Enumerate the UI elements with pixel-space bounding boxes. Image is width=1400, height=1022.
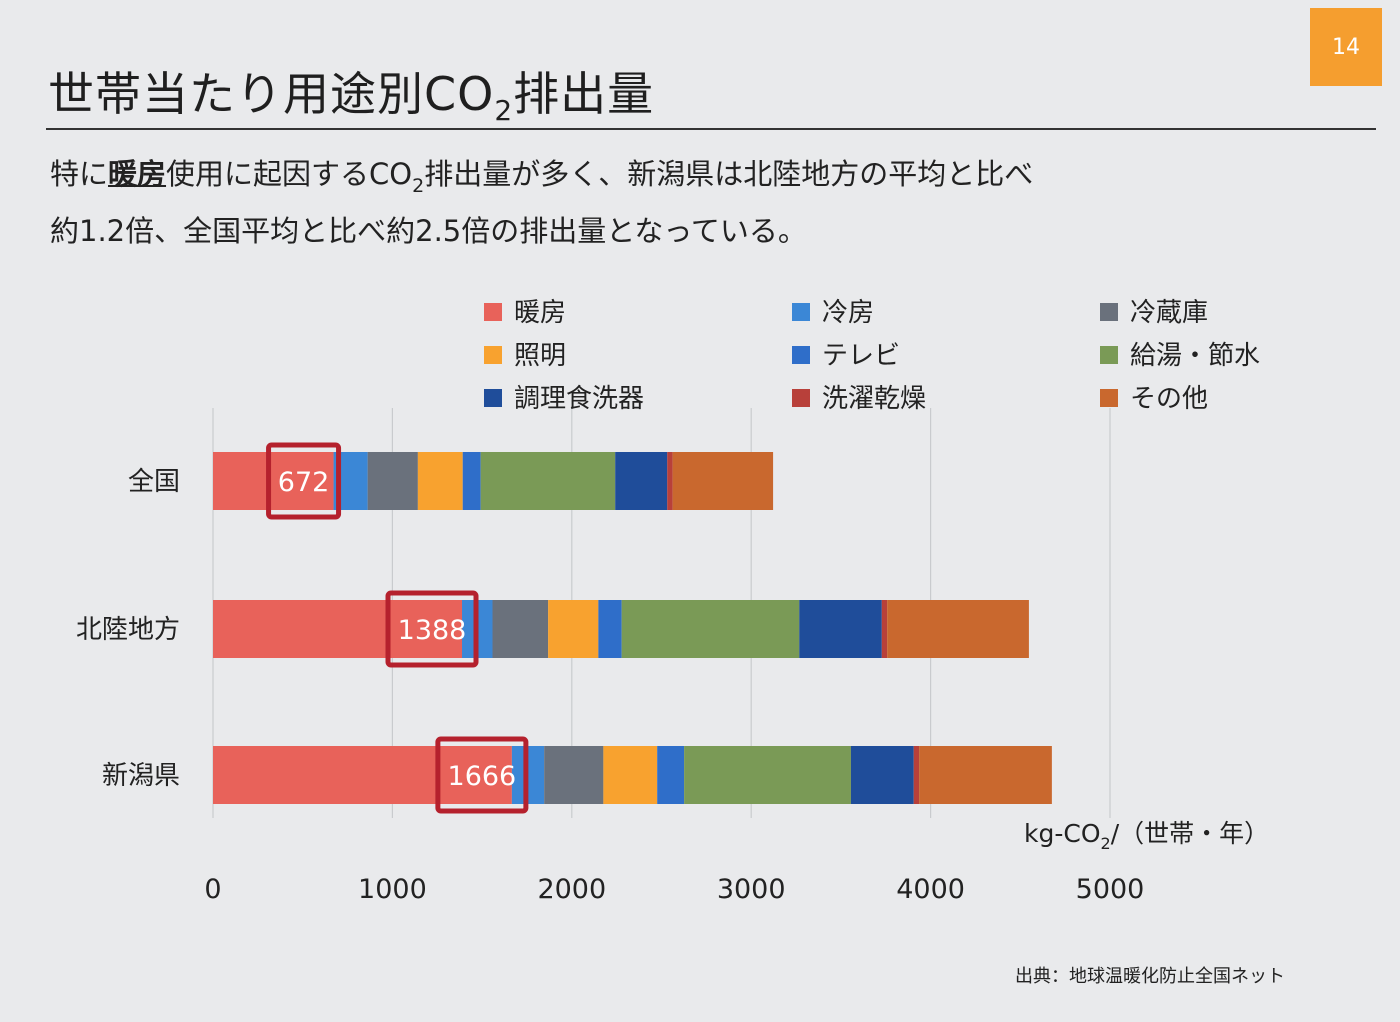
- bar-segment-2-6: [850, 746, 914, 804]
- x-tick-label-1: 1000: [358, 874, 427, 905]
- highlight-box-2: [435, 736, 529, 814]
- bar-segment-1-4: [598, 600, 622, 658]
- bar-segment-0-5: [480, 452, 616, 510]
- x-tick-label-5: 5000: [1076, 874, 1145, 905]
- bar-segment-1-8: [887, 600, 1029, 658]
- bar-segment-2-5: [684, 746, 851, 804]
- bar-segment-1-2: [492, 600, 549, 658]
- x-tick-label-0: 0: [204, 874, 221, 905]
- slide-title: 世帯当たり用途別CO2排出量: [48, 58, 654, 127]
- bar-segment-0-4: [462, 452, 481, 510]
- x-tick-label-3: 3000: [717, 874, 786, 905]
- bar-segment-2-2: [544, 746, 604, 804]
- description-line1-rest: 排出量が多く、新潟県は北陸地方の平均と比べ: [424, 157, 1034, 191]
- description-line-2: 約1.2倍、全国平均と比べ約2.5倍の排出量となっている。: [50, 214, 807, 248]
- category-label-1: 北陸地方: [76, 615, 180, 645]
- legend-swatch-0-0: [484, 303, 502, 321]
- bar-segment-2-3: [603, 746, 658, 804]
- legend-swatch-1-2: [1100, 346, 1118, 364]
- highlight-box-1: [385, 590, 479, 668]
- description-text: 特に暖房使用に起因するCO2排出量が多く、新潟県は北陸地方の平均と比べ 約1.2…: [50, 152, 1300, 254]
- heating-value-label-1: 1388: [398, 615, 467, 646]
- category-label-0: 全国: [128, 467, 180, 497]
- slide-title-main: 世帯当たり用途別CO: [48, 67, 495, 121]
- description-line-1: 特に暖房使用に起因するCO2排出量が多く、新潟県は北陸地方の平均と比べ: [50, 152, 1300, 209]
- bar-segment-0-2: [367, 452, 418, 510]
- x-axis-unit: kg-CO2/（世帯・年）: [1024, 819, 1269, 853]
- bar-segment-0-8: [672, 452, 774, 510]
- bar-segment-2-4: [657, 746, 685, 804]
- bar-segment-1-6: [799, 600, 882, 658]
- legend-label-2-2: その他: [1130, 384, 1208, 414]
- legend-label-0-2: 冷蔵庫: [1130, 298, 1208, 328]
- legend-label-0-1: 冷房: [822, 298, 874, 328]
- legend-label-1-2: 給湯・節水: [1130, 341, 1260, 371]
- legend-label-2-1: 洗濯乾燥: [822, 384, 926, 414]
- heating-value-label-0: 672: [278, 467, 330, 498]
- description-subscript: 2: [412, 175, 425, 197]
- bar-segment-2-8: [919, 746, 1052, 804]
- legend-label-2-0: 調理食洗器: [514, 384, 644, 414]
- legend-label-1-1: テレビ: [822, 341, 900, 371]
- highlight-box-0: [266, 442, 342, 520]
- heating-value-label-2: 1666: [448, 761, 517, 792]
- description-line1-mid: 使用に起因するCO: [166, 157, 413, 191]
- page-number: 14: [1310, 8, 1382, 86]
- legend-swatch-0-2: [1100, 303, 1118, 321]
- category-label-2: 新潟県: [102, 761, 180, 791]
- description-emphasis: 暖房: [108, 157, 167, 191]
- legend-swatch-0-1: [792, 303, 810, 321]
- legend-swatch-2-0: [484, 389, 502, 407]
- legend-swatch-1-1: [792, 346, 810, 364]
- legend-swatch-2-1: [792, 389, 810, 407]
- legend-swatch-1-0: [484, 346, 502, 364]
- x-tick-label-2: 2000: [537, 874, 606, 905]
- bar-segment-1-3: [548, 600, 599, 658]
- slide-title-rest: 排出量: [513, 67, 655, 121]
- bar-segment-0-0: [213, 452, 334, 510]
- bar-segment-1-5: [621, 600, 800, 658]
- title-underline: [46, 128, 1376, 130]
- legend-swatch-2-2: [1100, 389, 1118, 407]
- bar-segment-0-7: [667, 452, 673, 510]
- bar-segment-1-0: [213, 600, 463, 658]
- x-tick-label-4: 4000: [896, 874, 965, 905]
- bar-segment-1-7: [881, 600, 888, 658]
- legend-label-0-0: 暖房: [514, 298, 566, 328]
- bar-segment-0-6: [615, 452, 668, 510]
- slide-title-subscript: 2: [494, 94, 514, 127]
- legend-label-1-0: 照明: [514, 341, 566, 371]
- bar-segment-2-0: [213, 746, 512, 804]
- source-citation: 出典：地球温暖化防止全国ネット: [1015, 966, 1285, 987]
- description-line1-prefix: 特に: [50, 157, 109, 191]
- bar-segment-0-3: [417, 452, 463, 510]
- bar-segment-2-7: [913, 746, 920, 804]
